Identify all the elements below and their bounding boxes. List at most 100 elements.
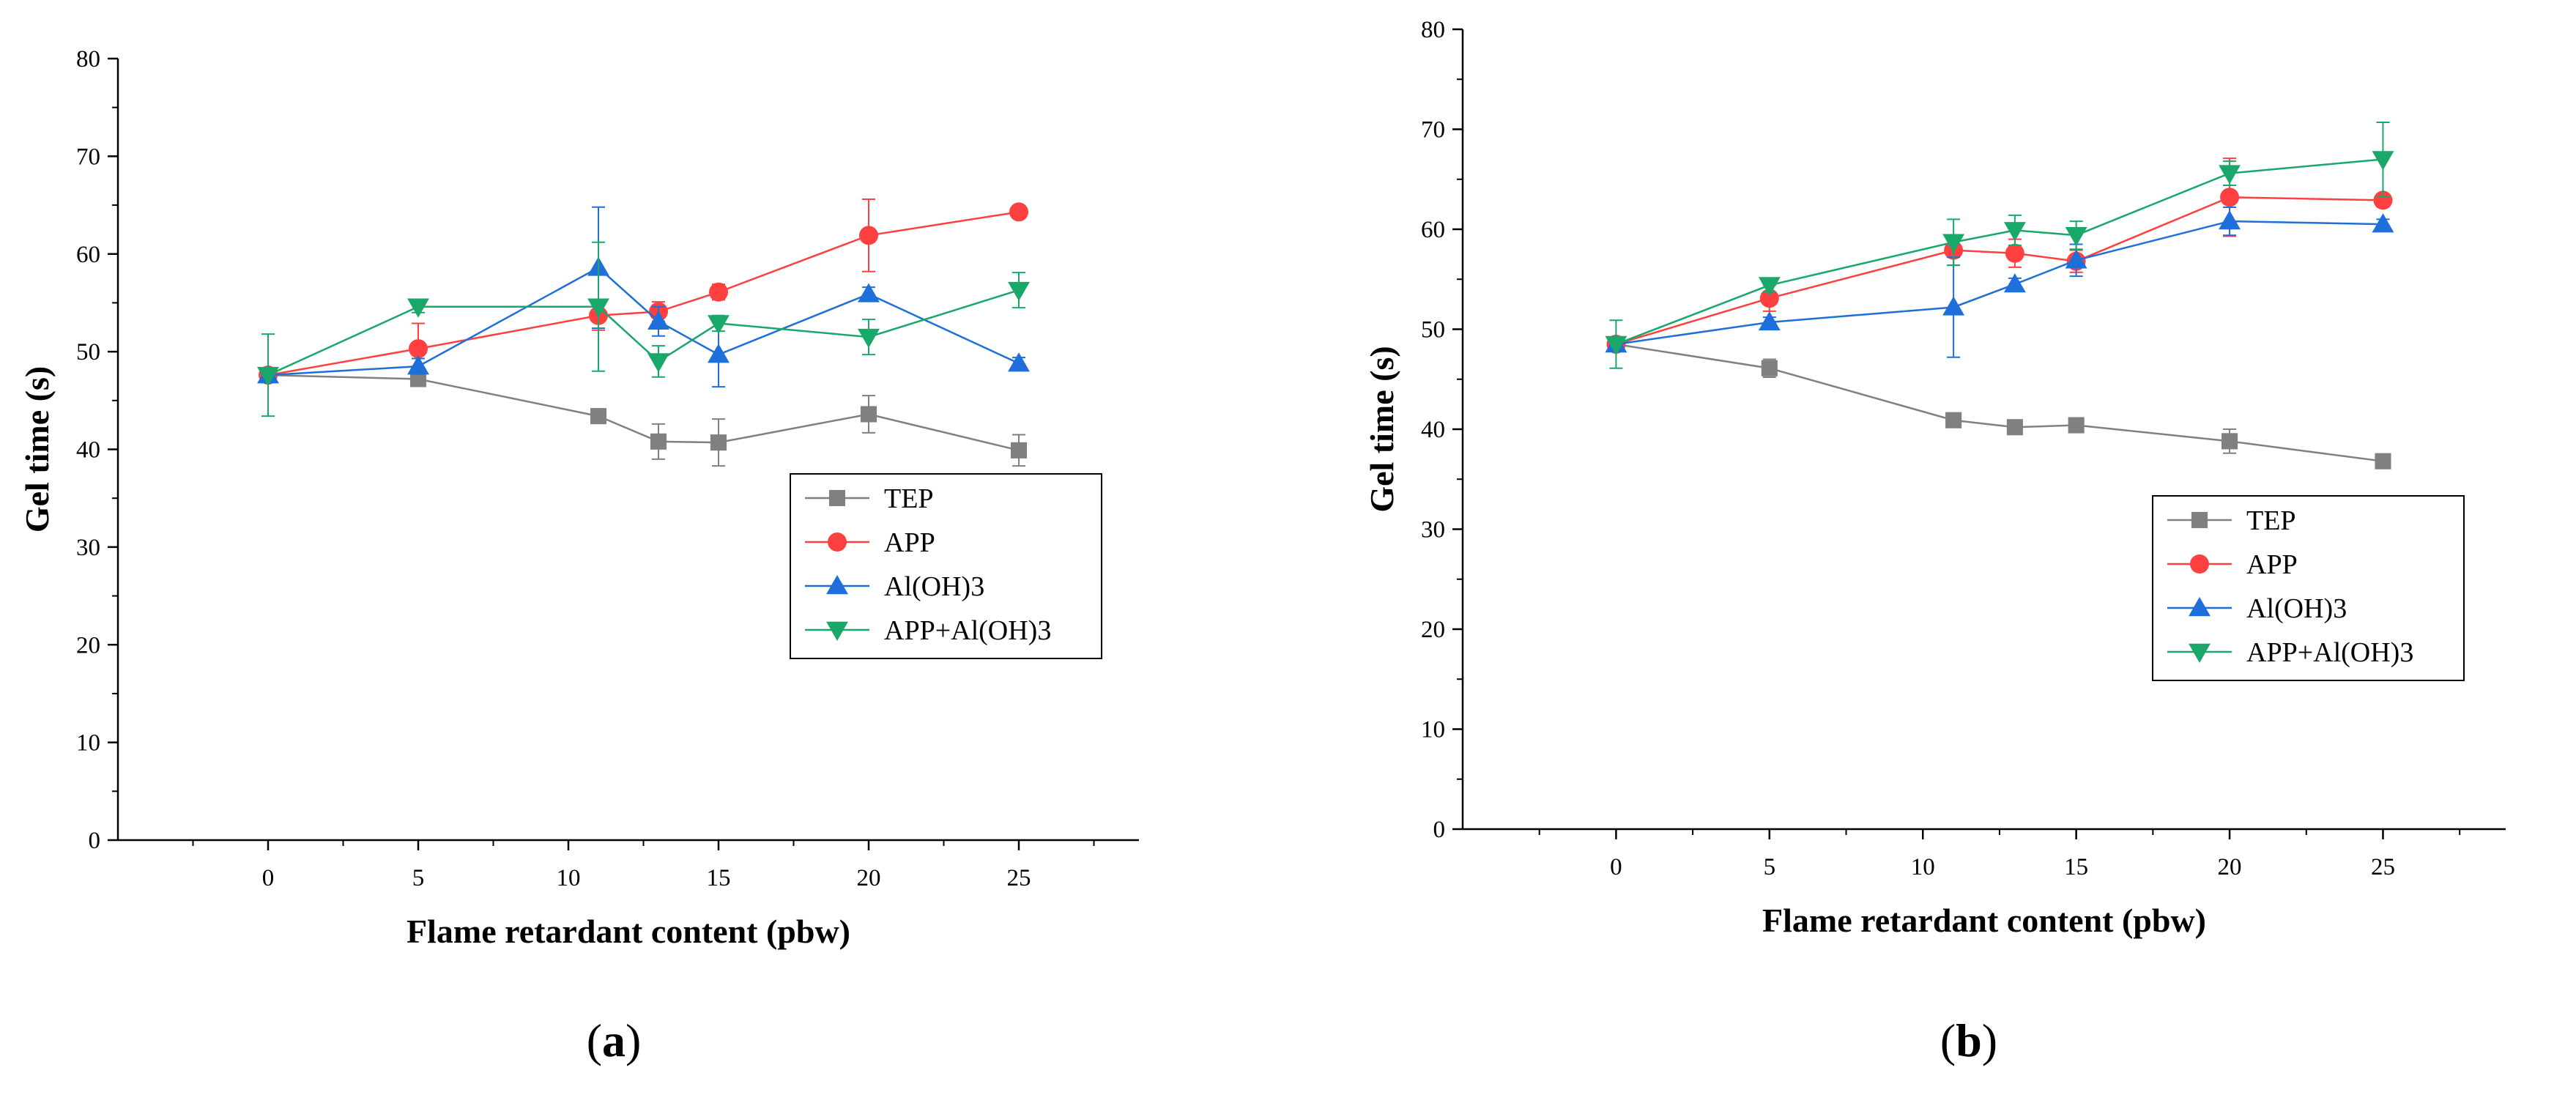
legend-label: TEP [884, 483, 934, 514]
legend: TEP APP Al(OH)3 APP+Al(OH)3 [2152, 495, 2465, 681]
series-app-al-oh-3 [257, 241, 1030, 417]
data-point [1942, 296, 1965, 316]
caption-open-paren: ( [1940, 1014, 1956, 1066]
legend-entry: Al(OH)3 [2167, 593, 2347, 624]
data-point [590, 408, 607, 425]
series-line [1616, 343, 2383, 462]
panel-caption: (a) [587, 1014, 642, 1066]
series-app-al-oh-3 [1605, 121, 2394, 369]
data-point [1605, 335, 1627, 355]
data-point [2221, 433, 2238, 450]
data-point [2065, 226, 2087, 247]
y-tick-label: 20 [1421, 617, 1445, 643]
data-point [2219, 165, 2241, 185]
data-point [2003, 273, 2026, 293]
legend-label: APP+Al(OH)3 [2246, 637, 2413, 668]
x-axis-title: Flame retardant content (pbw) [407, 913, 850, 950]
caption-letter: a [602, 1014, 626, 1066]
x-tick-label: 0 [262, 865, 275, 891]
legend-label: Al(OH)3 [2246, 593, 2347, 624]
data-point [1008, 281, 1030, 302]
legend-entry: APP [805, 527, 935, 558]
series-line [267, 211, 1020, 376]
data-point [409, 371, 427, 387]
y-tick-label: 70 [76, 144, 100, 170]
x-tick-label: 25 [2371, 854, 2395, 880]
data-point [1008, 352, 1030, 372]
data-point [1758, 277, 1781, 297]
data-point [1942, 234, 1965, 253]
data-point [1945, 412, 1962, 428]
data-point [2373, 190, 2393, 210]
x-tick-label: 20 [2218, 854, 2242, 880]
data-point [650, 433, 667, 450]
y-tick-label: 40 [1421, 417, 1445, 443]
y-tick-label: 50 [76, 339, 100, 365]
legend-label: APP [2246, 549, 2298, 580]
data-point [860, 406, 877, 423]
panel-caption: (b) [1940, 1014, 1997, 1066]
y-tick-label: 0 [89, 828, 101, 854]
data-point [647, 310, 669, 330]
data-point [257, 366, 279, 387]
data-point [1009, 202, 1028, 222]
data-point [709, 282, 728, 302]
data-point [2006, 419, 2023, 436]
data-point [647, 353, 669, 373]
data-point [407, 298, 429, 318]
x-tick-label: 5 [412, 865, 425, 891]
legend-marker [2191, 511, 2208, 529]
caption-open-paren: ( [587, 1014, 602, 1066]
y-tick-label: 80 [1421, 17, 1445, 43]
series-al-oh-3 [1605, 206, 2394, 358]
y-axis-title: Gel time (s) [1363, 346, 1400, 512]
data-point [2068, 417, 2085, 434]
legend-marker [828, 489, 846, 507]
legend-label: Al(OH)3 [884, 571, 984, 602]
x-tick-label: 25 [1007, 865, 1031, 891]
series-tep [1608, 335, 2391, 469]
data-point [708, 315, 730, 335]
data-point [2219, 210, 2241, 230]
legend-marker [2189, 643, 2211, 663]
data-point [2005, 243, 2024, 263]
y-tick-label: 70 [1421, 117, 1445, 144]
caption-close-paren: ) [626, 1014, 641, 1066]
data-point [2003, 222, 2026, 242]
legend-entry: Al(OH)3 [805, 571, 984, 602]
data-point [2375, 453, 2391, 469]
chart-panel-b: 0 10 20 30 40 50 60 70 80 0 5 10 15 20 25 Flame retarda… [1363, 17, 2506, 1066]
chart-panel-a: 0 10 20 30 40 50 60 70 80 0 5 10 15 20 25 Flame retarda… [18, 46, 1139, 1066]
data-point [1758, 311, 1781, 331]
legend-entry: APP [2167, 549, 2298, 580]
legend-entry: APP+Al(OH)3 [805, 615, 1051, 646]
x-tick-label: 15 [707, 865, 731, 891]
y-tick-label: 40 [76, 437, 100, 464]
legend-label: APP [884, 527, 935, 558]
y-tick-label: 10 [76, 730, 100, 757]
series-app [259, 198, 1028, 385]
y-tick-label: 60 [76, 242, 100, 268]
caption-letter: b [1956, 1014, 1982, 1066]
data-point [2372, 151, 2394, 171]
legend-label: APP+Al(OH)3 [884, 615, 1051, 646]
data-point [859, 226, 878, 245]
data-point [710, 434, 727, 451]
legend-marker [826, 621, 848, 641]
data-point [858, 283, 880, 302]
y-tick-label: 50 [1421, 317, 1445, 344]
data-point [858, 328, 880, 349]
series-app [1606, 157, 2393, 354]
legend-label: TEP [2246, 505, 2296, 536]
data-point [407, 355, 429, 375]
series-tep [259, 367, 1028, 467]
data-point [2372, 213, 2394, 233]
legend-marker [2190, 554, 2209, 574]
x-tick-label: 20 [857, 865, 881, 891]
series-line [267, 289, 1020, 376]
series-al-oh-3 [257, 206, 1030, 388]
caption-close-paren: ) [1982, 1014, 1997, 1066]
y-tick-label: 80 [76, 46, 100, 73]
x-axis-title: Flame retardant content (pbw) [1762, 902, 2206, 939]
data-point [2220, 188, 2240, 207]
